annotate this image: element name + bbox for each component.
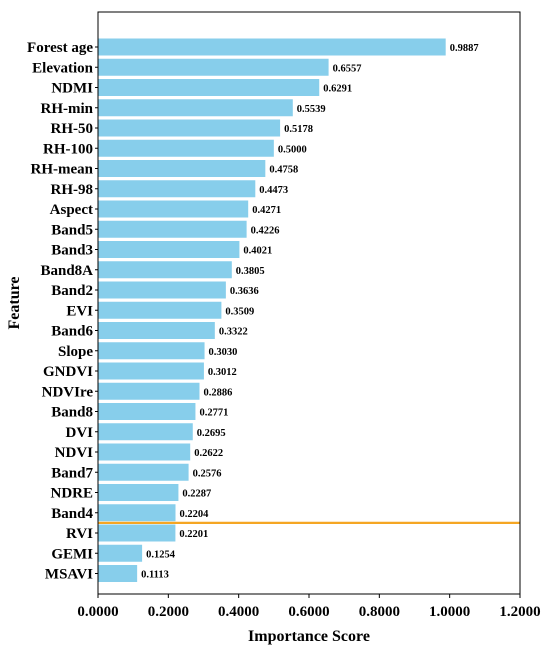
value-label-ndmi: 0.6291 <box>323 84 352 95</box>
bar-ndre <box>98 484 179 501</box>
value-label-ndvire: 0.2886 <box>203 387 232 398</box>
value-label-rh-min: 0.5539 <box>297 104 326 115</box>
category-labels-group: Forest age Elevation NDMI RH-min RH-50 RH-100… <box>27 40 94 583</box>
bar-elevation <box>98 58 329 76</box>
value-label-aspect: 0.4271 <box>252 205 281 216</box>
x-tick-label-2: 0.4000 <box>218 604 259 620</box>
value-label-evi: 0.3509 <box>225 306 254 317</box>
category-label-rvi: RVI <box>66 526 93 542</box>
value-label-gemi: 0.1254 <box>146 549 176 560</box>
category-label-ndvire: NDVIre <box>42 384 94 400</box>
category-label-slope: Slope <box>58 344 93 360</box>
bar-rh-min <box>98 99 293 117</box>
value-label-forest-age: 0.9887 <box>450 43 479 54</box>
category-label-rh-98: RH-98 <box>51 182 94 198</box>
value-label-rvi: 0.2201 <box>179 529 208 540</box>
value-label-band8: 0.2771 <box>199 408 228 419</box>
x-tick-label-5: 1.0000 <box>429 604 470 620</box>
bar-band7 <box>98 463 189 481</box>
bars-group <box>98 38 446 582</box>
bar-rh-100 <box>98 139 274 157</box>
category-label-dvi: DVI <box>65 425 93 441</box>
category-label-band5: Band5 <box>51 222 93 238</box>
bar-msavi <box>98 565 138 582</box>
bar-rh-50 <box>98 119 281 137</box>
bar-ndvire <box>98 382 200 400</box>
category-label-band8: Band8 <box>51 405 93 421</box>
category-label-ndmi: NDMI <box>51 81 93 97</box>
category-label-gndvi: GNDVI <box>43 364 93 380</box>
category-label-band3: Band3 <box>51 243 93 259</box>
bar-aspect <box>98 200 249 218</box>
bar-slope <box>98 342 205 360</box>
value-label-band3: 0.4021 <box>243 246 272 257</box>
category-label-rh-100: RH-100 <box>43 141 93 157</box>
bar-band8a <box>98 261 232 279</box>
bar-gndvi <box>98 362 204 380</box>
value-label-band7: 0.2576 <box>193 468 222 479</box>
value-label-band6: 0.3322 <box>219 327 248 338</box>
x-tick-label-0: 0.0000 <box>77 604 118 620</box>
x-axis-title: Importance Score <box>248 628 370 645</box>
bar-evi <box>98 301 222 319</box>
value-label-rh-98: 0.4473 <box>259 185 288 196</box>
value-label-rh-100: 0.5000 <box>278 144 307 155</box>
category-label-ndvi: NDVI <box>55 445 93 461</box>
x-tick-label-6: 1.2000 <box>499 604 540 620</box>
value-label-band4: 0.2204 <box>180 509 210 520</box>
category-label-gemi: GEMI <box>51 546 93 562</box>
bar-gemi <box>98 544 143 562</box>
category-label-rh-min: RH-min <box>41 101 94 117</box>
bar-band8 <box>98 403 196 420</box>
category-label-evi: EVI <box>66 303 93 319</box>
value-label-rh-50: 0.5178 <box>284 124 313 135</box>
bar-band4 <box>98 504 176 522</box>
value-label-band8a: 0.3805 <box>236 266 265 277</box>
bar-rh-98 <box>98 180 256 198</box>
bar-band6 <box>98 322 215 339</box>
bar-ndmi <box>98 79 320 96</box>
value-label-msavi: 0.1113 <box>141 570 169 581</box>
value-label-elevation: 0.6557 <box>333 63 362 74</box>
x-ticks-group: 0.0000 0.2000 0.4000 0.6000 0.8000 1.0000 1.20… <box>77 46 541 620</box>
category-label-msavi: MSAVI <box>45 567 93 583</box>
y-axis-title: Feature <box>6 276 23 329</box>
value-label-ndvi: 0.2622 <box>194 448 223 459</box>
value-label-rh-mean: 0.4758 <box>269 165 298 176</box>
value-label-band2: 0.3636 <box>230 286 259 297</box>
value-label-dvi: 0.2695 <box>197 428 226 439</box>
value-label-gndvi: 0.3012 <box>208 367 237 378</box>
bar-rvi <box>98 524 176 542</box>
category-label-band8a: Band8A <box>40 263 93 279</box>
value-labels-group: 0.9887 0.6557 0.6291 0.5539 0.5178 0.5000 0.47… <box>141 43 478 581</box>
plot-frame <box>97 11 521 595</box>
category-label-band7: Band7 <box>51 465 93 481</box>
value-label-slope: 0.3030 <box>209 347 238 358</box>
category-label-ndre: NDRE <box>50 486 93 502</box>
x-tick-label-1: 0.2000 <box>148 604 189 620</box>
bar-rh-mean <box>98 160 266 177</box>
bar-ndvi <box>98 443 191 461</box>
category-label-rh-50: RH-50 <box>51 121 94 137</box>
bar-band2 <box>98 281 226 299</box>
bar-dvi <box>98 423 193 441</box>
bar-band5 <box>98 220 247 238</box>
category-label-band6: Band6 <box>51 324 93 340</box>
bar-band3 <box>98 241 240 258</box>
value-label-ndre: 0.2287 <box>182 489 211 500</box>
category-label-elevation: Elevation <box>32 60 93 76</box>
value-label-band5: 0.4226 <box>251 225 280 236</box>
category-label-band4: Band4 <box>51 506 93 522</box>
category-label-band2: Band2 <box>51 283 93 299</box>
x-tick-label-4: 0.8000 <box>359 604 400 620</box>
category-label-forest-age: Forest age <box>27 40 93 56</box>
category-label-rh-mean: RH-mean <box>31 162 94 178</box>
category-label-aspect: Aspect <box>50 202 93 218</box>
bar-forest-age <box>98 38 446 56</box>
x-tick-label-3: 0.6000 <box>288 604 329 620</box>
